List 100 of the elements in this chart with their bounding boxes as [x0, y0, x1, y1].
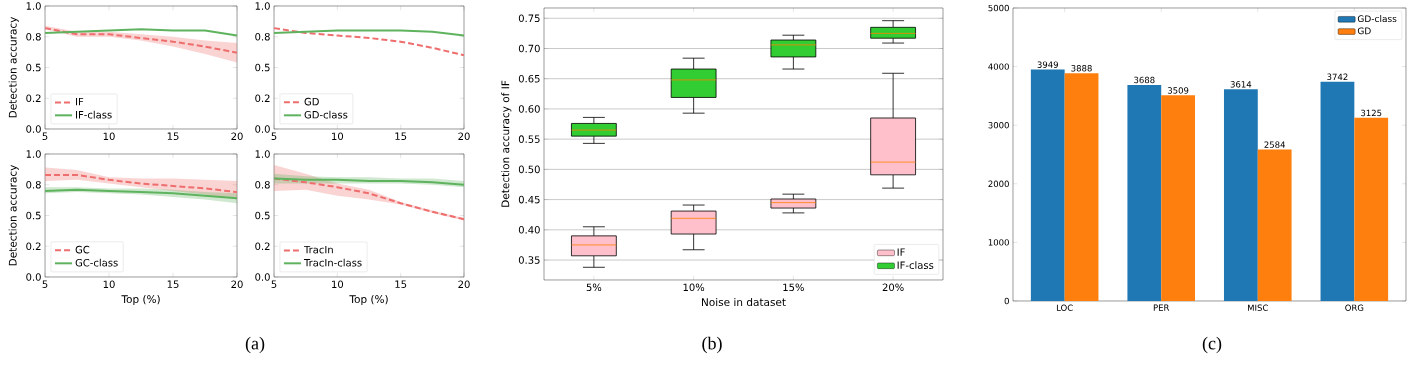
line-series	[273, 177, 466, 186]
legend-label: TracIn	[303, 245, 333, 254]
bar	[1161, 95, 1196, 301]
x-tick-label: 5	[42, 280, 48, 288]
y-tick-label: 1000	[988, 239, 1009, 246]
legend-label: IF	[76, 97, 84, 106]
data-label: 2584	[1264, 141, 1285, 148]
legend-label: IF-class	[76, 110, 112, 119]
y-tick-label: 1.0	[255, 2, 270, 10]
y-tick-label: 0.2	[255, 242, 270, 251]
legend-label: GC	[75, 245, 90, 254]
x-tick-label: 5%	[586, 283, 602, 292]
line-series	[44, 173, 239, 194]
y-tick-label: 2000	[988, 180, 1009, 188]
x-tick-label: 5	[42, 132, 48, 140]
x-tick-label: 5	[271, 132, 277, 140]
data-label: 3742	[1327, 73, 1348, 81]
y-tick-label: 0	[1004, 297, 1009, 305]
y-tick-label: 0.70	[518, 44, 540, 53]
text: (a)	[245, 336, 265, 354]
bar	[1223, 89, 1258, 301]
y-tick-label: 0.8	[26, 180, 41, 189]
data-label: 3614	[1230, 81, 1252, 88]
y-tick-label: 0.2	[26, 94, 41, 103]
y-tick-label: 0.5	[26, 211, 41, 220]
y-tick-label: 0.0	[26, 273, 41, 281]
bar	[1030, 69, 1065, 301]
y-tick-label: 0.0	[255, 273, 270, 281]
y-tick-label: 1.0	[255, 150, 270, 158]
x-tick-label: 20%	[882, 283, 904, 292]
legend-label: TracIn-class	[303, 258, 362, 267]
legend-label: GD-class	[1357, 15, 1397, 23]
legend-label: IF-class	[897, 261, 934, 269]
x-tick-label: ORG	[1345, 304, 1364, 311]
legend-label: GC-class	[75, 258, 118, 267]
data-label: 3125	[1361, 109, 1382, 117]
y-tick-label: 0.50	[518, 165, 540, 174]
x-tick-label: 20	[231, 280, 243, 289]
y-tick-label: 0.55	[518, 135, 540, 143]
bar	[1320, 81, 1355, 301]
x-axis-title: Noise in dataset	[702, 297, 786, 307]
x-axis-title: Top (%)	[121, 294, 160, 306]
y-tick-label: 0.35	[518, 256, 540, 264]
y-tick-label: 1.0	[26, 150, 41, 158]
y-tick-label: 1.0	[26, 2, 41, 10]
x-tick-label: 10	[103, 280, 115, 289]
bar	[1257, 149, 1292, 301]
y-tick-label: 4000	[988, 63, 1009, 70]
legend-label: IF	[897, 248, 905, 256]
legend-label: GD	[304, 97, 319, 106]
x-tick-label: 20	[458, 280, 470, 289]
x-tick-label: 10%	[683, 283, 705, 292]
y-tick-label: 0.5	[26, 63, 41, 72]
x-tick-label: MISC	[1248, 304, 1268, 311]
y-axis-title: Detection accuracy of IF	[501, 80, 512, 207]
line-series	[44, 188, 239, 200]
x-tick-label: 15	[167, 280, 179, 288]
y-tick-label: 0.8	[26, 32, 41, 41]
y-tick-label: 0.40	[518, 226, 540, 234]
x-tick-label: 10	[103, 132, 115, 141]
x-tick-label: 20	[458, 132, 470, 141]
x-tick-label: 15	[395, 280, 407, 288]
y-tick-label: 0.5	[255, 211, 270, 220]
x-tick-label: 20	[231, 132, 243, 141]
legend-label: GD	[1357, 27, 1371, 35]
y-tick-label: 0.75	[518, 14, 540, 23]
data-label: 3949	[1037, 61, 1058, 68]
y-tick-label: 0.2	[26, 242, 41, 251]
legend-label: GD-class	[304, 110, 348, 119]
data-label: 3888	[1071, 65, 1092, 72]
y-axis-title: Detection accuracy	[8, 16, 19, 118]
x-tick-label: PER	[1153, 304, 1170, 311]
y-tick-label: 0.0	[26, 125, 41, 133]
x-tick-label: 5	[271, 280, 277, 288]
x-tick-label: 15	[395, 132, 407, 140]
y-tick-label: 5000	[988, 4, 1009, 12]
x-tick-label: 15%	[783, 283, 804, 292]
y-axis-title: Detection accuracy	[8, 164, 19, 266]
y-tick-label: 0.8	[255, 32, 270, 41]
x-tick-label: LOC	[1056, 304, 1073, 311]
data-label: 3509	[1167, 87, 1189, 94]
x-tick-label: 10	[332, 132, 344, 141]
text: (b)	[702, 336, 722, 354]
y-tick-label: 0.5	[255, 63, 270, 72]
bar	[1127, 84, 1162, 301]
bar	[1354, 117, 1389, 301]
y-tick-label: 0.45	[518, 195, 540, 204]
y-tick-label: 0.65	[518, 74, 540, 83]
text: (c)	[1202, 336, 1222, 354]
data-label: 3688	[1134, 76, 1155, 84]
y-tick-label: 0.60	[518, 105, 540, 113]
x-tick-label: 15	[167, 132, 179, 140]
y-tick-label: 0.2	[255, 94, 270, 103]
bar	[1064, 73, 1099, 301]
line-series	[44, 27, 239, 54]
line-series	[44, 28, 239, 37]
y-tick-label: 3000	[988, 121, 1009, 129]
x-tick-label: 10	[332, 280, 344, 289]
x-axis-title: Top (%)	[349, 294, 388, 306]
y-tick-label: 0.0	[255, 125, 270, 133]
